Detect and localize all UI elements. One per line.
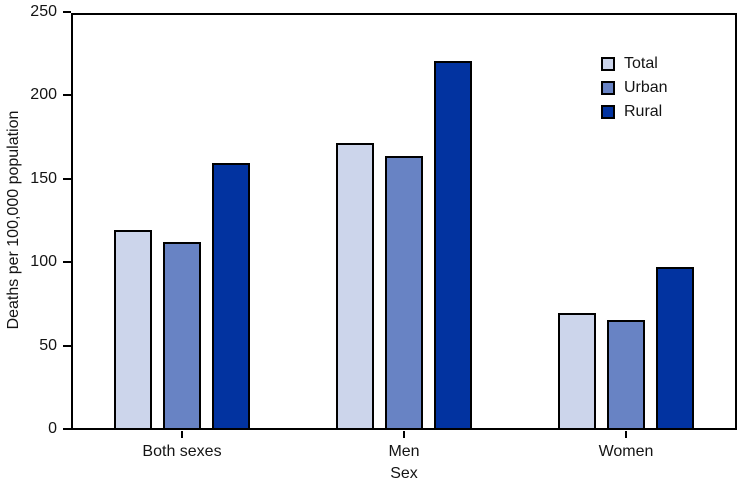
y-tick-label: 0	[48, 420, 57, 437]
legend-label: Total	[624, 54, 658, 72]
y-axis-title: Deaths per 100,000 population	[5, 110, 22, 330]
category-label: Women	[598, 443, 654, 460]
y-tick-mark	[63, 261, 71, 263]
legend-item-rural: Rural	[601, 102, 668, 120]
bar-urban-0	[163, 242, 201, 430]
legend-swatch-total	[601, 56, 615, 71]
bar-urban-2	[607, 320, 645, 430]
legend-swatch-rural	[601, 104, 615, 119]
legend-swatch-urban	[601, 80, 615, 95]
category-label: Both sexes	[142, 443, 222, 460]
y-tick-mark	[63, 428, 71, 430]
y-tick-mark	[63, 11, 71, 13]
legend-item-total: Total	[601, 54, 668, 72]
legend-item-urban: Urban	[601, 78, 668, 96]
legend-label: Urban	[624, 78, 668, 96]
bar-rural-0	[212, 163, 250, 430]
bar-urban-1	[385, 156, 423, 430]
y-tick-label: 150	[30, 170, 57, 187]
y-tick-mark	[63, 178, 71, 180]
y-tick-mark	[63, 345, 71, 347]
bar-total-1	[336, 143, 374, 430]
legend-label: Rural	[624, 102, 663, 120]
legend: Total Urban Rural	[601, 54, 668, 128]
x-tick-mark	[181, 431, 183, 438]
y-tick-label: 100	[30, 253, 57, 270]
bar-rural-1	[434, 61, 472, 430]
x-tick-mark	[403, 431, 405, 438]
y-tick-label: 50	[39, 337, 57, 354]
bar-total-0	[114, 230, 152, 430]
y-tick-label: 200	[30, 86, 57, 103]
x-axis-title: Sex	[390, 465, 418, 482]
x-tick-mark	[625, 431, 627, 438]
y-tick-label: 250	[30, 3, 57, 20]
y-tick-mark	[63, 94, 71, 96]
bar-rural-2	[656, 267, 694, 430]
category-label: Men	[388, 443, 420, 460]
bar-total-2	[558, 313, 596, 430]
